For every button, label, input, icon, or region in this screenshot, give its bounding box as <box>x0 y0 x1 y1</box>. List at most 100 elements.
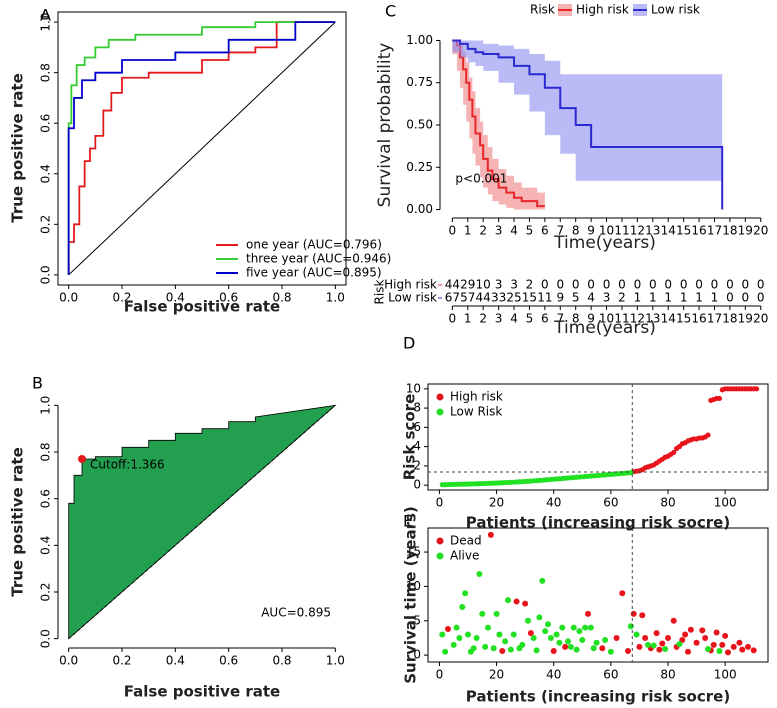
risk-count: 44 <box>476 291 491 305</box>
x-tick-label: 19 <box>738 224 753 238</box>
point <box>459 604 466 611</box>
point <box>676 641 683 648</box>
x-tick-label: 20 <box>753 224 768 238</box>
survival-curve <box>452 39 545 208</box>
y-axis-label: True positive rate <box>9 447 27 597</box>
point <box>653 630 660 637</box>
risk-count: 0 <box>634 278 642 292</box>
table-x-tick-label: 10 <box>599 312 614 326</box>
legend-label: High risk <box>450 390 503 404</box>
x-tick-label: 0 <box>449 224 457 238</box>
risk-count: 33 <box>491 291 506 305</box>
legend-title: Risk <box>530 3 555 17</box>
point <box>650 642 657 649</box>
x-tick-label: 40 <box>546 668 561 682</box>
risk-count: 3 <box>603 291 611 305</box>
survival-curve <box>452 39 724 210</box>
point <box>499 648 506 655</box>
point <box>619 590 626 597</box>
x-tick-label: 100 <box>714 668 737 682</box>
y-tick-label: 2 <box>413 458 421 472</box>
confidence-band <box>452 40 723 181</box>
x-tick-label: 16 <box>691 224 706 238</box>
y-tick-label: 0.6 <box>39 114 53 133</box>
point <box>710 641 717 648</box>
y-tick-label: 0.50 <box>406 118 433 132</box>
panel-label: A <box>40 6 51 25</box>
risk-row-label: Low risk <box>388 291 437 305</box>
point <box>525 617 531 624</box>
x-tick-label: 80 <box>660 496 675 510</box>
point <box>713 629 720 636</box>
risk-count: 4 <box>587 291 595 305</box>
legend-dot <box>436 408 444 416</box>
y-tick-label: 0.2 <box>39 582 53 601</box>
x-tick-label: 9 <box>587 224 595 238</box>
risk-count: 1 <box>695 291 703 305</box>
point <box>482 643 489 650</box>
risk-count: 2 <box>618 291 626 305</box>
point <box>510 631 517 638</box>
y-tick-label: 1.00 <box>406 33 433 47</box>
x-tick-label: 1.0 <box>326 291 345 305</box>
y-tick-label: 8 <box>413 401 421 415</box>
risk-count: 1 <box>680 291 688 305</box>
table-x-tick-label: 5 <box>526 312 534 326</box>
y-tick-label: 0.6 <box>39 489 53 508</box>
table-x-tick-label: 19 <box>738 312 753 326</box>
x-tick-label: 13 <box>645 224 660 238</box>
point <box>573 646 580 653</box>
x-tick-label: 60 <box>603 668 618 682</box>
risk-count: 25 <box>506 291 521 305</box>
y-tick-label: 15 <box>406 545 421 559</box>
point <box>633 631 640 638</box>
panel-label: C <box>385 2 396 21</box>
point <box>753 386 760 392</box>
x-tick-label: 3 <box>495 224 503 238</box>
x-tick-label: 80 <box>660 668 675 682</box>
point <box>593 639 600 646</box>
x-tick-label: 40 <box>546 496 561 510</box>
x-tick-label: 0.8 <box>272 654 291 668</box>
table-x-tick-label: 12 <box>630 312 645 326</box>
point <box>465 631 471 638</box>
risk-count: 0 <box>726 278 734 292</box>
point <box>445 626 451 633</box>
x-tick-label: 17 <box>707 224 722 238</box>
y-tick-label: 0.00 <box>406 202 433 216</box>
y-tick-label: 4 <box>413 439 421 453</box>
x-tick-label: 0.6 <box>219 291 238 305</box>
y-tick-label: 1.0 <box>39 13 53 32</box>
x-tick-label: 0.8 <box>272 291 291 305</box>
point <box>505 597 511 604</box>
risk-count: 29 <box>460 278 475 292</box>
table-x-tick-label: 18 <box>722 312 737 326</box>
point <box>570 624 577 631</box>
risk-count: 0 <box>556 278 564 292</box>
panel-label: D <box>403 334 415 353</box>
risk-count: 0 <box>618 278 626 292</box>
legend-dot <box>436 552 444 560</box>
cutoff-point <box>78 455 86 463</box>
point <box>487 531 494 538</box>
risk-count: 3 <box>510 278 518 292</box>
risk-count: 0 <box>603 278 611 292</box>
point <box>439 631 446 638</box>
point <box>567 643 574 650</box>
x-tick-label: 60 <box>603 496 618 510</box>
risk-count: 0 <box>711 278 719 292</box>
legend-dot <box>436 393 444 401</box>
point <box>547 634 554 641</box>
point <box>493 610 500 617</box>
point <box>559 624 566 631</box>
point <box>693 639 700 646</box>
table-x-tick-label: 20 <box>753 312 768 326</box>
y-tick-label: 0 <box>413 478 421 492</box>
x-tick-label: 6 <box>541 224 549 238</box>
point <box>519 641 526 648</box>
y-tick-label: 1.0 <box>39 396 53 415</box>
risk-count: 0 <box>649 278 657 292</box>
diagonal <box>68 21 336 276</box>
point <box>656 646 663 653</box>
